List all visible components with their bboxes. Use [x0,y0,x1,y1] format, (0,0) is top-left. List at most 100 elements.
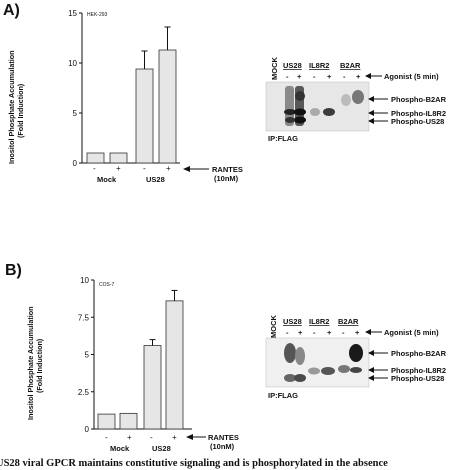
panel-a-blot-lane-header-mock: MOCK [270,57,279,80]
panel-b-sign-4: + [172,433,177,442]
panel-b-blot-sign-2: + [298,328,303,337]
panel-a-blot-sign-3: - [313,72,316,81]
panel-b-y-tick-label: 2.5 [78,388,90,397]
panel-a-band-arrow-head [368,118,374,124]
panel-b-sign-3: - [150,433,153,442]
panel-a-band [284,109,296,115]
panel-b-band-label-b2ar: Phospho-B2AR [391,349,447,358]
panel-b-band [350,367,362,373]
panel-b-band [295,347,305,365]
panel-a-group-mock: Mock [97,175,117,184]
panel-a-blot-sign-2: + [297,72,302,81]
panel-a-band [352,90,364,104]
panel-b-bar [165,300,184,430]
panel-b-band-label-il8r2: Phospho-IL8R2 [391,366,446,375]
panel-b-band [284,374,296,382]
panel-a-y-tick-label: 10 [68,59,77,68]
panel-b-band [338,365,350,373]
panel-a-band [294,108,306,116]
panel-a-bar [158,49,177,164]
panel-b-bar [143,345,162,430]
panel-b-y-axis-label: Inositol Phosphate Accumulation [26,306,35,420]
panel-b-sign-1: - [105,433,108,442]
panel-b-blot-group-us28: US28 [283,317,302,326]
panel-a-sign-3: - [143,164,146,173]
panel-b-rantes-arrow [186,434,206,440]
panel-a-cell-label: HEK-293 [87,12,108,18]
panel-a-y-tick-label: 0 [73,159,78,168]
panel-b-y-tick-label: 0 [85,425,90,434]
panel-a-blot-sign-5: - [343,72,346,81]
panel-a-bar [109,152,128,164]
panel-b-sign-2: + [127,433,132,442]
panel-a-blot-sign-6: + [356,72,361,81]
panel-a-band [285,86,294,126]
panel-a-sign-1: - [93,164,96,173]
panel-b-agonist-arrow [365,329,382,335]
panel-b-bar-chart: Inositol Phosphate Accumulation (Fold In… [26,276,239,453]
panel-a-band [285,117,295,123]
panel-a-sign-4: + [166,164,171,173]
panel-a-band-label-b2ar: Phospho-B2AR [391,95,447,104]
panel-a-band-arrow-head [368,96,374,102]
panel-a-band [295,91,305,101]
panel-a-agonist-arrow [365,73,382,79]
panel-b-y-axis-label-sub: (Fold Induction) [35,338,44,393]
panel-a-agonist-label: Agonist (5 min) [384,72,439,81]
panel-b-band [308,367,320,375]
panel-b-treatment-conc: (10nM) [210,442,235,451]
panel-b-bar [119,412,138,430]
panel-a-treatment-label: RANTES [212,165,243,174]
panel-b-blot-group-il8r2: IL8R2 [309,317,329,326]
panel-b-blot-group-b2ar: B2AR [338,317,359,326]
panel-a-blot-membrane [265,81,370,132]
panel-b-band-arrow-head [368,375,374,381]
panel-a-bar [135,68,154,164]
panel-b-group-mock: Mock [110,444,130,453]
panel-a-band [341,94,351,106]
panel-b-band [294,374,306,382]
panel-a-y-tick-label: 5 [73,109,78,118]
panel-a-group-us28: US28 [146,175,165,184]
panel-a-blot-group-us28: US28 [283,61,302,70]
panel-a-y-axis-label-sub: (Fold Induction) [16,83,25,138]
panel-a-rantes-arrow [183,166,209,172]
panel-b-band-arrow-head [368,350,374,356]
panel-b-blot-sign-4: + [327,328,332,337]
panel-a-sign-2: + [116,164,121,173]
panel-a-bar-chart: Inositol Phosphate Accumulation (Fold In… [7,9,243,184]
panel-b-blot-sign-6: + [355,328,360,337]
panel-b-letter: B) [5,262,22,279]
panel-a-band-arrow-head [368,110,374,116]
panel-a-band [323,108,335,116]
panel-b-blot-sign-1: - [286,328,289,337]
panel-b-y-tick-label: 10 [80,276,89,285]
panel-b-agonist-label: Agonist (5 min) [384,328,439,337]
panel-b-blot-sign-5: - [342,328,345,337]
figure-caption: US28 viral GPCR maintains constitutive s… [0,458,474,470]
panel-a-band [310,108,320,116]
panel-a-band [294,116,306,124]
panel-a-western-blot: MOCK US28 IL8R2 B2AR - + - + - + Agonist… [265,57,447,143]
panel-b-western-blot: MOCK US28 IL8R2 B2AR - + - + - + Agonist… [265,315,447,400]
panel-a-blot-sign-4: + [327,72,332,81]
panel-b-bar [97,413,116,430]
panel-a-band-label-il8r2: Phospho-IL8R2 [391,109,446,118]
figure-caption-text: US28 viral GPCR maintains constitutive s… [0,458,388,469]
panel-b-group-us28: US28 [152,444,171,453]
panel-b-band [349,344,363,362]
panel-b-blot-lane-header-mock: MOCK [269,315,278,338]
panel-b-blot-sign-3: - [313,328,316,337]
panel-b-y-tick-label: 5 [85,351,90,360]
panel-a-ip-label: IP:FLAG [268,134,298,143]
panel-a-y-axis-label: Inositol Phosphate Accumulation [7,50,16,164]
panel-b-cell-label: COS-7 [99,282,115,288]
panel-a-blot-group-il8r2: IL8R2 [309,61,329,70]
panel-b-band [284,343,296,363]
panel-a-blot-sign-1: - [286,72,289,81]
panel-a-y-tick-label: 15 [68,9,77,18]
panel-b-treatment-label: RANTES [208,433,239,442]
panel-a-band-label-us28: Phospho-US28 [391,117,444,126]
panel-a-blot-group-b2ar: B2AR [340,61,361,70]
